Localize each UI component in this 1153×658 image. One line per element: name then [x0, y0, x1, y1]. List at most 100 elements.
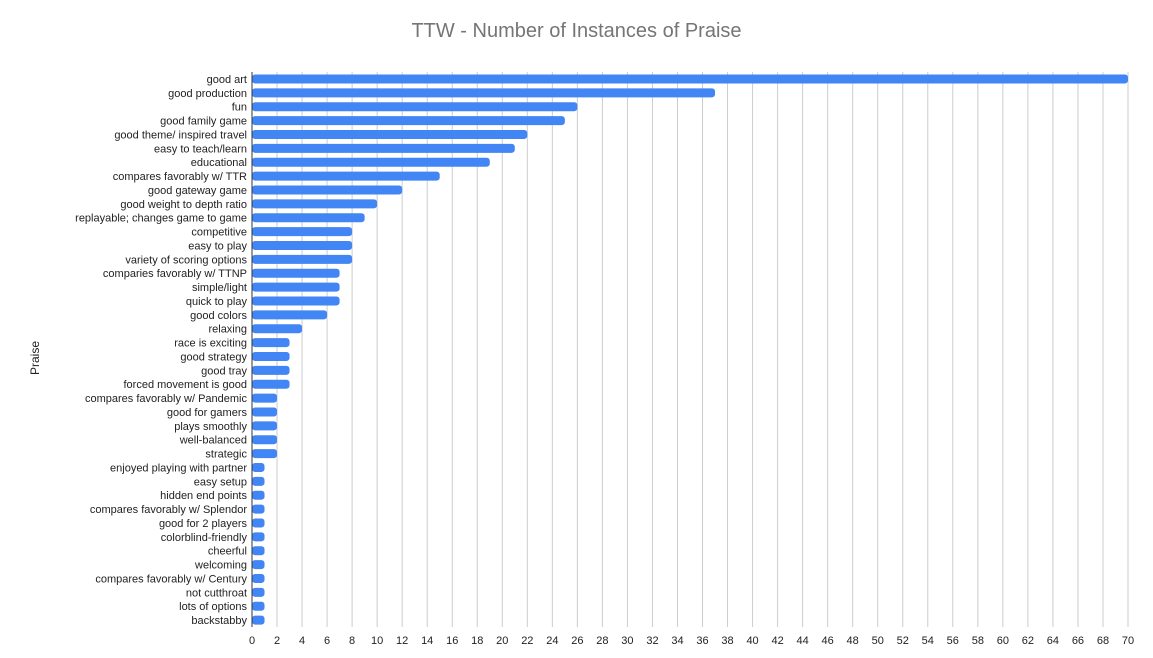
x-tick-label: 12 [396, 635, 408, 647]
x-tick-label: 8 [349, 635, 355, 647]
category-label: good theme/ inspired travel [114, 129, 247, 141]
category-label: good weight to depth ratio [120, 199, 247, 211]
x-tick-label: 68 [1097, 635, 1109, 647]
category-label: easy to play [188, 240, 247, 252]
category-label: good production [168, 88, 247, 100]
bar [252, 379, 290, 389]
category-label: good colors [190, 310, 247, 322]
x-tick-label: 52 [897, 635, 909, 647]
category-label: enjoyed playing with partner [110, 462, 247, 474]
category-label: lots of options [179, 601, 247, 613]
bar [252, 421, 278, 431]
category-label: colorblind-friendly [161, 532, 248, 544]
category-label: strategic [205, 449, 247, 461]
x-tick-label: 34 [671, 635, 683, 647]
category-label: comparies favorably w/ TTNP [103, 268, 247, 280]
bar [252, 296, 340, 306]
bar [252, 213, 365, 223]
category-label: educational [191, 157, 247, 169]
bar [252, 240, 353, 250]
category-label: compares favorably w/ Century [95, 573, 247, 585]
category-label: good family game [160, 116, 247, 128]
category-label: backstabby [191, 615, 247, 627]
category-label: good art [207, 74, 247, 86]
bar [252, 615, 265, 625]
x-tick-label: 28 [596, 635, 608, 647]
bar [252, 185, 403, 195]
category-label: well-balanced [179, 435, 247, 447]
x-tick-label: 42 [771, 635, 783, 647]
category-label: competitive [191, 227, 247, 239]
x-tick-label: 54 [922, 635, 934, 647]
category-label: fun [232, 102, 247, 114]
x-tick-label: 66 [1072, 635, 1084, 647]
category-label: forced movement is good [123, 379, 247, 391]
category-label: compares favorably w/ Splendor [90, 504, 247, 516]
category-label: good for gamers [167, 407, 248, 419]
category-label: good tray [201, 365, 247, 377]
x-tick-label: 16 [446, 635, 458, 647]
category-label: easy setup [194, 476, 247, 488]
bar [252, 462, 265, 472]
x-tick-label: 38 [721, 635, 733, 647]
category-label: plays smoothly [174, 421, 247, 433]
category-label: race is exciting [174, 338, 247, 350]
x-tick-label: 4 [299, 635, 305, 647]
bar [252, 351, 290, 361]
category-label: variety of scoring options [125, 254, 247, 266]
bar [252, 573, 265, 583]
x-tick-label: 56 [947, 635, 959, 647]
bar [252, 143, 515, 153]
bar [252, 129, 528, 139]
x-tick-label: 44 [797, 635, 809, 647]
x-tick-label: 36 [696, 635, 708, 647]
x-tick-label: 58 [972, 635, 984, 647]
bar [252, 88, 716, 98]
category-label: simple/light [192, 282, 247, 294]
bar [252, 393, 278, 403]
x-tick-label: 6 [324, 635, 330, 647]
bar [252, 407, 278, 417]
category-label: easy to teach/learn [154, 143, 247, 155]
bar [252, 449, 278, 459]
bar [252, 560, 265, 570]
bar [252, 310, 328, 320]
bar [252, 435, 278, 445]
category-label: quick to play [186, 296, 248, 308]
x-tick-labels: 0 2 4 6 8 10 12 14 16 18 20 22 24 26 28 30 32 34 36 38 40 42 4… [249, 635, 1134, 647]
x-tick-label: 10 [371, 635, 383, 647]
x-tick-label: 46 [822, 635, 834, 647]
x-tick-label: 62 [1022, 635, 1034, 647]
x-tick-label: 60 [997, 635, 1009, 647]
x-tick-label: 20 [496, 635, 508, 647]
x-tick-label: 64 [1047, 635, 1059, 647]
x-tick-label: 18 [471, 635, 483, 647]
category-label: hidden end points [160, 490, 247, 502]
bar [252, 254, 353, 264]
category-label: not cutthroat [186, 587, 247, 599]
bar [252, 324, 303, 334]
gridlines [276, 72, 1129, 627]
bar [252, 546, 265, 556]
bar [252, 116, 565, 126]
bar [252, 504, 265, 514]
x-tick-label: 48 [847, 635, 859, 647]
category-label: replayable; changes game to game [75, 213, 247, 225]
category-label: welcoming [194, 560, 247, 572]
category-label: good strategy [180, 351, 247, 363]
category-label: compares favorably w/ Pandemic [85, 393, 248, 405]
x-tick-label: 26 [571, 635, 583, 647]
bar [252, 157, 490, 167]
bar [252, 338, 290, 348]
bar [252, 587, 265, 597]
bar [252, 199, 378, 209]
bar [252, 532, 265, 542]
bar [252, 227, 353, 237]
x-tick-label: 40 [746, 635, 758, 647]
chart-title: TTW - Number of Instances of Praise [411, 20, 742, 42]
bar [252, 518, 265, 528]
bar [252, 102, 578, 112]
category-label: good gateway game [148, 185, 247, 197]
bar [252, 282, 340, 292]
